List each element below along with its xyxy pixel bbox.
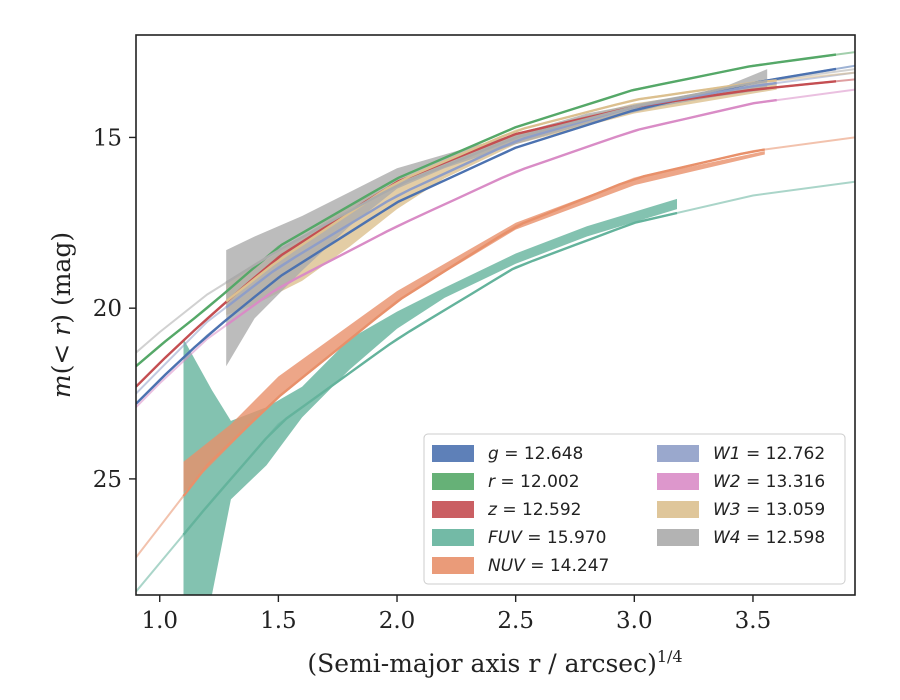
legend-label-w2: W2 = 13.316 (713, 472, 825, 492)
model-curve-z (136, 78, 855, 388)
legend-swatch-w2 (657, 473, 699, 490)
band-w4 (226, 69, 768, 367)
legend-swatch-z (432, 501, 474, 518)
x-tick-label: 3.5 (735, 608, 772, 634)
legend-swatch-g (432, 445, 474, 462)
legend-label-r: r = 12.002 (488, 472, 580, 492)
legend-swatch-w3 (657, 501, 699, 518)
observed-curve-fuv (182, 211, 678, 536)
legend-label-nuv: NUV = 14.247 (488, 556, 609, 576)
legend-box (423, 433, 846, 585)
x-axis-ticks: 1.0 1.5 2.0 2.5 3.0 3.5 (141, 595, 771, 634)
legend-swatch-r (432, 473, 474, 490)
legend: g = 12.648 r = 12.002 z = 12.592 FUV = 15.9… (423, 433, 846, 585)
observed-curve-r (136, 53, 837, 368)
observed-curve-nuv (182, 148, 766, 497)
legend-swatch-w1 (657, 445, 699, 462)
observed-curve-w1 (225, 81, 777, 309)
y-tick-label: 20 (93, 296, 122, 322)
legend-label-fuv: FUV = 15.970 (488, 528, 606, 548)
plot-frame (135, 34, 856, 596)
x-tick-label: 2.5 (497, 608, 534, 634)
x-tick-label: 2.0 (379, 608, 416, 634)
legend-label-g: g = 12.648 (488, 444, 583, 464)
y-tick-label: 15 (93, 125, 122, 151)
legend-label-w4: W4 = 12.598 (713, 528, 825, 548)
x-tick-label: 1.5 (260, 608, 297, 634)
y-axis-label: m(< r) (mag) (47, 232, 76, 398)
x-tick-label: 1.0 (141, 608, 178, 634)
legend-swatch-nuv (432, 557, 474, 574)
observed-curve-w2 (225, 98, 777, 327)
observed-curve-g (136, 67, 837, 405)
legend-label-w1: W1 = 12.762 (713, 444, 825, 464)
y-tick-label: 25 (93, 467, 122, 493)
observed-curve-w4 (225, 79, 768, 284)
legend-label-w3: W3 = 13.059 (713, 500, 825, 520)
legend-label-z: z = 12.592 (487, 500, 581, 520)
uncertainty-bands (183, 69, 777, 595)
x-tick-label: 3.0 (616, 608, 653, 634)
legend-swatch-w4 (657, 529, 699, 546)
model-curve-w1 (136, 71, 855, 395)
observed-curves (136, 53, 837, 536)
legend-swatch-fuv (432, 529, 474, 546)
y-axis-ticks: 15 20 25 (93, 125, 136, 493)
observed-curve-w3 (225, 79, 777, 303)
x-axis-label: (Semi-major axis r / arcsec)1/4 (307, 647, 682, 678)
